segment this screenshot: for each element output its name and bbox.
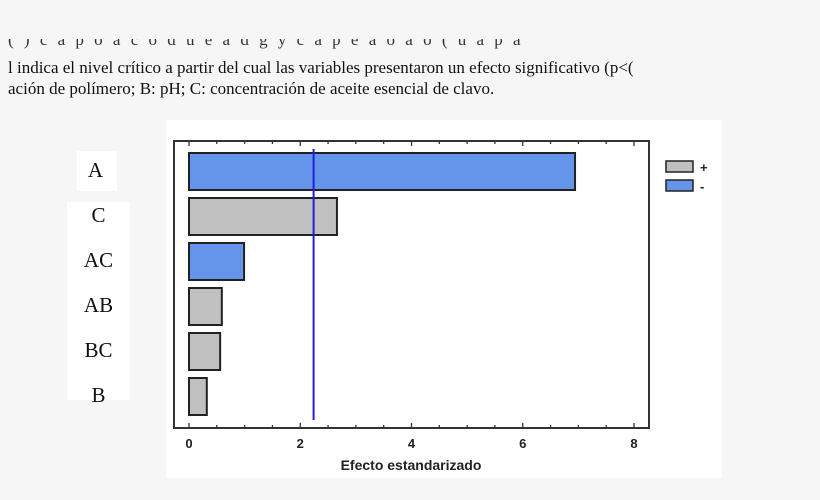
category-label: BC bbox=[84, 338, 113, 362]
category-label: A bbox=[87, 158, 104, 182]
x-tick-label: 2 bbox=[297, 436, 304, 451]
bar-b bbox=[188, 377, 208, 416]
caption-line-cut: ( ) c a p o a c o d u e a d g y c a p e … bbox=[8, 30, 524, 49]
category-label-box-top bbox=[77, 151, 117, 191]
legend-swatch bbox=[665, 179, 694, 192]
legend-swatch bbox=[665, 160, 694, 173]
x-tick-label: 8 bbox=[630, 436, 637, 451]
category-label: B bbox=[91, 383, 106, 407]
bar-c bbox=[188, 197, 338, 236]
bar-bc bbox=[188, 332, 222, 371]
bar-ab bbox=[188, 287, 223, 326]
legend-label: + bbox=[700, 160, 708, 175]
category-label-box bbox=[67, 202, 130, 400]
category-label: AB bbox=[83, 293, 114, 317]
bar-a bbox=[188, 152, 577, 191]
category-label: C bbox=[91, 203, 106, 227]
x-tick-label: 0 bbox=[185, 436, 192, 451]
bar-ac bbox=[188, 242, 246, 281]
category-label: AC bbox=[83, 248, 114, 272]
x-tick-label: 4 bbox=[408, 436, 416, 451]
caption-line-2: ación de polímero; B: pH; C: concentraci… bbox=[8, 79, 495, 98]
x-axis-label: Efecto estandarizado bbox=[341, 457, 482, 473]
x-tick-label: 6 bbox=[519, 436, 526, 451]
legend-label: - bbox=[700, 179, 704, 194]
caption-line-1: l indica el nivel crítico a partir del c… bbox=[8, 58, 634, 77]
